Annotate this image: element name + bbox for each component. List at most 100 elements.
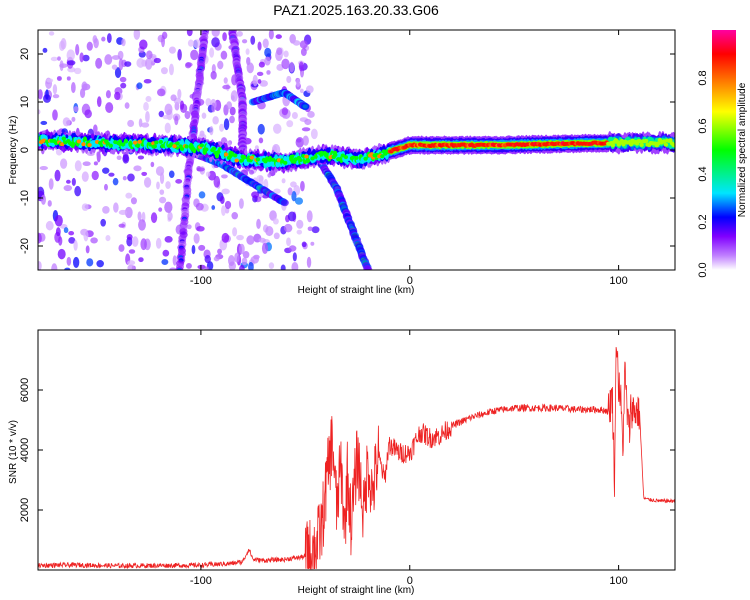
spectrogram-noise-blob [263, 38, 269, 48]
spectrogram-noise-blob [124, 61, 131, 67]
spectrogram-band-mark [227, 156, 231, 160]
spectrogram-noise-blob [247, 62, 254, 73]
spectrogram-noise-blob [127, 120, 134, 127]
spectrogram-band-mark [77, 139, 81, 143]
spectrogram-noise-blob [151, 212, 157, 223]
spectrogram-y-tick-label: -10 [19, 190, 31, 206]
spectrogram-noise-blob [35, 233, 42, 244]
spectrogram-noise-blob [170, 94, 176, 101]
spectrogram-noise-blob [302, 242, 307, 248]
spectrogram-noise-blob [221, 205, 226, 216]
spectrogram-noise-blob [185, 62, 191, 68]
spectrogram-noise-blob [120, 77, 127, 82]
spectrogram-x-axis-label: Height of straight line (km) [298, 285, 415, 296]
spectrogram-noise-blob [122, 154, 129, 163]
spectrogram-branch-mark [301, 103, 309, 110]
spectrogram-noise-blob [288, 187, 293, 195]
spectrogram-band-mark [159, 140, 163, 144]
spectrogram-noise-blob [239, 265, 245, 274]
spectrogram-band-mark [212, 147, 216, 151]
spectrogram-noise-blob [112, 65, 118, 70]
spectrogram-band-mark [200, 143, 204, 147]
spectrogram-noise-blob [161, 67, 168, 74]
spectrogram-noise-blob [288, 211, 296, 221]
colorbar-tick-label: 0.2 [697, 214, 709, 229]
spectrogram-noise-blob [145, 58, 152, 70]
spectrogram-noise-blob [290, 181, 297, 187]
spectrogram-noise-blob [108, 173, 114, 177]
spectrogram-noise-blob [59, 63, 67, 68]
spectrogram-noise-blob [37, 261, 42, 271]
spectrogram-noise-blob [175, 179, 182, 184]
spectrogram-noise-blob [73, 257, 79, 268]
spectrogram-noise-blob [90, 237, 98, 243]
spectrogram-noise-blob [198, 245, 205, 251]
spectrogram-band-mark [62, 137, 66, 141]
spectrogram-noise-blob [157, 89, 165, 97]
spectrogram-noise-blob [151, 162, 155, 167]
spectrogram-noise-blob [119, 224, 126, 228]
spectrogram-noise-blob [188, 39, 194, 46]
spectrogram-noise-blob [67, 257, 72, 266]
spectrogram-band-mark [336, 157, 340, 161]
spectrogram-noise-blob [232, 227, 237, 236]
spectrogram-noise-blob [165, 123, 171, 134]
spectrogram-noise-blob [214, 176, 221, 188]
spectrogram-noise-blob [121, 39, 125, 47]
spectrogram-band-mark [137, 140, 141, 144]
spectrogram-noise-blob [83, 230, 88, 242]
spectrogram-noise-blob [258, 42, 262, 51]
spectrogram-noise-blob [64, 227, 69, 233]
spectrogram-noise-blob [141, 172, 147, 176]
spectrogram-noise-blob [101, 37, 105, 42]
spectrogram-noise-blob [123, 176, 127, 180]
snr-x-tick-label: 100 [609, 575, 627, 587]
spectrogram-noise-blob [67, 60, 75, 65]
spectrogram-noise-blob [104, 54, 112, 65]
spectrogram-band-mark [154, 140, 158, 144]
spectrogram-noise-blob [293, 252, 297, 261]
spectrogram-noise-blob [163, 250, 170, 257]
spectrogram-noise-blob [212, 116, 219, 124]
spectrogram-noise-blob [107, 33, 112, 43]
spectrogram-noise-blob [118, 244, 124, 252]
spectrogram-noise-blob [79, 52, 83, 62]
spectrogram-noise-blob [159, 189, 164, 194]
spectrogram-noise-blob [196, 203, 204, 211]
spectrogram-noise-blob [281, 264, 286, 271]
snr-x-tick-label: -100 [190, 575, 212, 587]
spectrogram-band-mark [124, 139, 128, 143]
spectrogram-noise-blob [299, 61, 304, 71]
spectrogram-band-mark [639, 143, 643, 147]
spectrogram-noise-blob [169, 64, 174, 76]
spectrogram-noise-blob [63, 117, 71, 126]
spectrogram-band-mark [81, 142, 85, 146]
spectrogram-noise-blob [242, 258, 248, 266]
spectrogram-noise-blob [307, 111, 315, 118]
spectrogram-band-mark [363, 157, 367, 161]
spectrogram-band-mark [239, 159, 243, 163]
spectrogram-band-mark [175, 141, 179, 145]
spectrogram-band-mark [313, 155, 317, 159]
spectrogram-band-mark [283, 161, 287, 165]
spectrogram-noise-blob [162, 32, 167, 40]
spectrogram-band-mark [87, 143, 91, 147]
spectrogram-noise-blob [119, 58, 124, 70]
spectrogram-band-mark [160, 144, 164, 148]
spectrogram-noise-blob [117, 155, 122, 160]
spectrogram-noise-blob [97, 96, 102, 107]
spectrogram-noise-blob [86, 258, 93, 266]
spectrogram-band-mark [216, 150, 220, 154]
spectrogram-y-tick-label: 0 [19, 147, 31, 153]
spectrogram-noise-blob [308, 226, 313, 231]
spectrogram-band-mark [184, 145, 188, 149]
colorbar-tick-label: 0.8 [697, 70, 709, 85]
spectrogram-noise-blob [204, 266, 209, 272]
spectrogram-noise-blob [114, 92, 120, 100]
colorbar: 0.00.20.40.60.8 Normalized spectral ampl… [697, 30, 748, 278]
spectrogram-noise-blob [296, 220, 303, 229]
spectrogram-noise-blob [265, 226, 273, 236]
spectrogram-noise-blob [211, 205, 215, 210]
spectrogram-noise-blob [292, 112, 298, 119]
spectrogram-band-mark [241, 155, 245, 159]
